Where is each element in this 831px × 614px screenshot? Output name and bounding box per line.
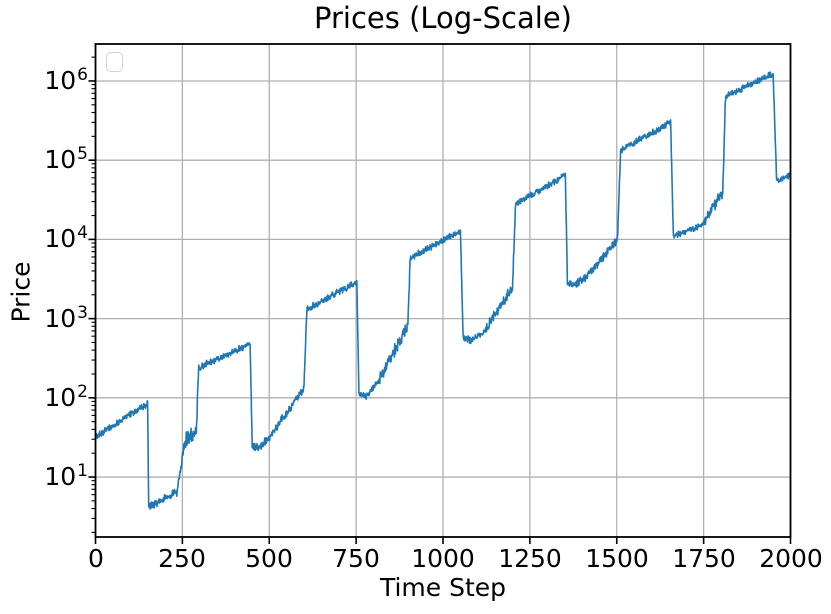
y-tick-label: 102	[44, 382, 88, 412]
x-tick-label: 1000	[411, 544, 475, 573]
x-tick-label: 500	[245, 544, 293, 573]
y-tick-label: 103	[44, 303, 88, 333]
x-tick-label: 250	[158, 544, 206, 573]
y-tick-label: 105	[44, 144, 88, 174]
y-tick-label: 104	[44, 223, 88, 253]
x-tick-label: 2000	[759, 544, 823, 573]
y-tick-label: 106	[44, 65, 88, 95]
legend-box	[106, 52, 123, 72]
plot-border	[94, 43, 792, 538]
price-series-line	[94, 71, 792, 510]
x-tick-label: 1250	[498, 544, 562, 573]
y-tick-label: 101	[44, 461, 88, 491]
x-tick-label: 750	[332, 544, 380, 573]
x-axis-label: Time Step	[379, 573, 507, 602]
chart-title: Prices (Log-Scale)	[314, 1, 572, 35]
x-tick-label: 1750	[672, 544, 736, 573]
x-tick-label: 1500	[585, 544, 649, 573]
x-tick-label: 0	[88, 544, 104, 573]
